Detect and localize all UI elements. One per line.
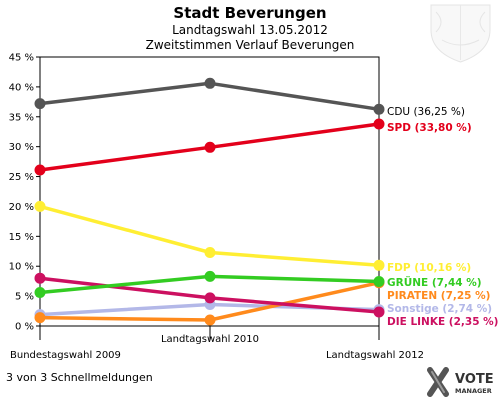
coat-of-arms-icon <box>430 4 491 63</box>
y-tick-label: 40 % <box>9 82 34 93</box>
y-tick-label: 35 % <box>9 112 34 123</box>
data-point <box>34 98 46 110</box>
logo-manager-text: MANAGER <box>455 387 492 395</box>
data-point <box>34 164 46 176</box>
x-tick-label: Landtagswahl 2012 <box>326 350 424 361</box>
series-end-label: Sonstige (2,74 %) <box>387 303 492 315</box>
votemanager-logo: VOTE MANAGER <box>427 367 494 397</box>
y-tick-label: 30 % <box>9 142 34 153</box>
series-end-label: SPD (33,80 %) <box>387 122 472 134</box>
series-end-label: CDU (36,25 %) <box>387 106 465 118</box>
data-point <box>34 272 46 284</box>
chart-subtitle-2: Zweitstimmen Verlauf Beverungen <box>146 38 355 52</box>
y-tick-label: 45 % <box>9 53 34 64</box>
data-point <box>373 259 385 271</box>
data-point <box>204 314 216 326</box>
data-point <box>204 141 216 153</box>
series-gr-ne <box>34 270 385 298</box>
data-point <box>204 247 216 258</box>
logo-vote-text: VOTE <box>455 372 494 387</box>
series-fdp <box>34 200 385 271</box>
data-point <box>204 77 216 89</box>
x-axis-ticks: Bundestagswahl 2009 Landtagswahl 2010 Land… <box>10 326 424 361</box>
series-die-linke <box>34 272 385 318</box>
series-end-label: PIRATEN (7,25 %) <box>387 290 490 302</box>
series-spd <box>34 118 385 176</box>
series-group <box>34 77 385 326</box>
y-tick-label: 10 % <box>9 262 34 273</box>
data-point <box>373 306 385 318</box>
series-cdu <box>34 77 385 115</box>
x-tick-label: Landtagswahl 2010 <box>161 334 259 345</box>
data-point <box>373 103 385 115</box>
y-tick-label: 25 % <box>9 172 34 183</box>
y-tick-label: 0 % <box>15 322 34 333</box>
chart-subtitle: Landtagswahl 13.05.2012 <box>172 23 328 37</box>
data-point <box>204 270 216 282</box>
data-point <box>373 276 385 287</box>
data-point <box>373 118 385 130</box>
series-end-label: DIE LINKE (2,35 %) <box>387 316 498 328</box>
y-tick-label: 15 % <box>9 232 34 243</box>
y-axis-ticks: 0 % 5 % 10 % 15 % 20 % 25 % 30 % 35 % 40 % 45 % <box>9 53 40 333</box>
data-point <box>204 292 216 304</box>
data-point <box>34 312 46 324</box>
votemanager-x-icon <box>427 367 449 397</box>
y-tick-label: 5 % <box>15 292 34 303</box>
report-status-note: 3 von 3 Schnellmeldungen <box>6 371 153 384</box>
data-point <box>34 200 46 212</box>
series-labels: CDU (36,25 %) SPD (33,80 %) FDP (10,16 %)G… <box>387 106 498 328</box>
x-tick-label: Bundestagswahl 2009 <box>10 350 121 361</box>
chart-title: Stadt Beverungen <box>173 4 326 22</box>
series-end-label: FDP (10,16 %) <box>387 262 471 274</box>
series-end-label: GRÜNE (7,44 %) <box>387 275 482 289</box>
data-point <box>34 287 46 298</box>
y-tick-label: 20 % <box>9 202 34 213</box>
